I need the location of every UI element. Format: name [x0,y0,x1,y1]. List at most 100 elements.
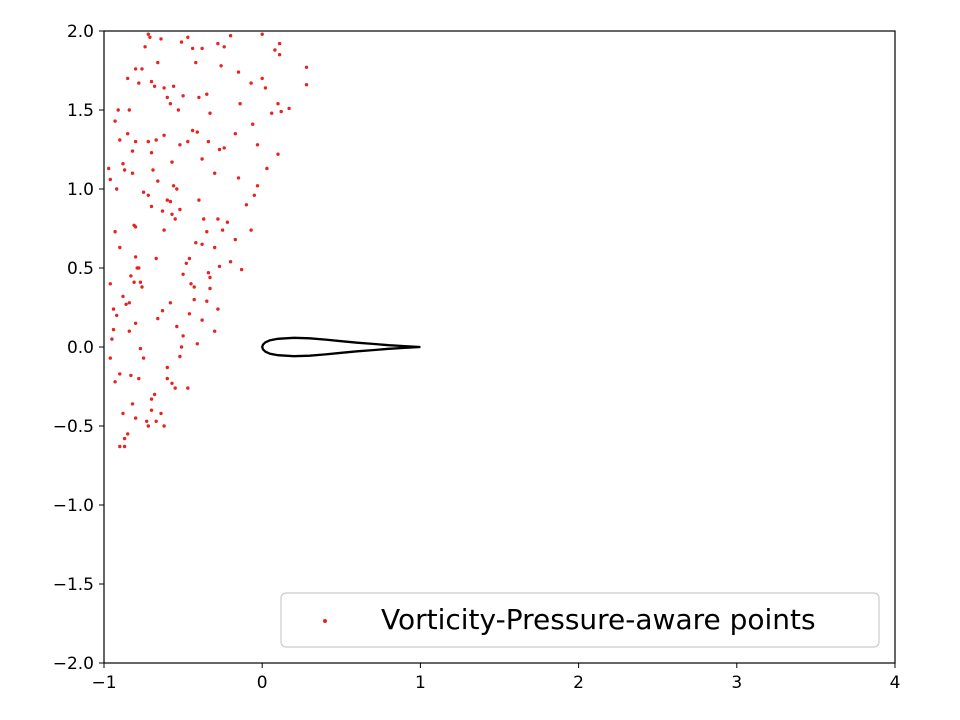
scatter-point [255,184,260,188]
scatter-point [200,46,204,51]
scatter-point [195,130,199,134]
scatter-point [197,95,201,100]
scatter-point [118,245,122,250]
scatter-point [146,193,150,197]
scatter-point [137,376,141,381]
scatter-point [107,166,111,171]
scatter-point [118,444,122,449]
scatter-point [189,282,193,286]
scatter-point [108,356,113,360]
scatter-point [228,260,233,264]
scatter-point [126,76,130,81]
x-tick-label: −1 [91,673,116,693]
scatter-point [171,184,176,188]
y-tick-label: 0.5 [67,259,94,279]
scatter-point [220,228,225,232]
x-tick-label: 2 [573,673,584,693]
scatter-point [197,198,201,202]
scatter-point [165,376,169,381]
scatter-point [225,220,230,224]
scatter-point [121,162,125,166]
legend: Vorticity-Pressure-aware points [280,592,880,648]
scatter-point [146,139,150,144]
scatter-point [137,81,141,85]
scatter-point [156,316,160,321]
scatter-point [255,143,260,147]
scatter-point [108,282,113,286]
scatter-point [213,171,217,175]
legend-marker [323,619,327,623]
scatter-point [133,225,138,229]
scatter-point [194,241,198,245]
scatter-point [121,294,125,299]
scatter-point [113,380,117,384]
y-tick-label: 1.5 [67,101,94,121]
x-axis-ticks: −1 0 1 2 3 4 [91,663,900,693]
scatter-point [149,408,154,412]
scatter-point [129,373,133,378]
y-tick-label: 0.0 [67,338,94,358]
scatter-point [152,392,157,397]
scatter-point [200,242,204,246]
scatter-point [179,40,184,44]
scatter-point [216,217,220,221]
scatter-point [236,176,241,180]
scatter-point [287,106,291,111]
scatter-point [108,177,113,182]
scatter-point [233,132,237,136]
y-tick-label: −1.5 [53,575,94,595]
scatter-point [171,84,176,89]
scatter-point [187,312,192,316]
scatter-point [113,230,117,234]
scatter-point [195,342,199,346]
scatter-point [168,102,173,106]
x-tick-label: 3 [731,673,742,693]
scatter-point [170,160,174,164]
scatter-point [249,81,253,85]
scatter-point [192,297,196,302]
x-tick-label: 0 [257,673,268,693]
scatter-point [213,329,217,333]
scatter-point [186,35,190,39]
scatter-point [138,346,143,351]
scatter-point [133,139,138,144]
scatter-point [122,436,127,441]
scatter-point [127,301,131,305]
scatter-point [132,280,136,284]
scatter-point [165,95,169,100]
scatter-point [178,354,182,359]
scatter-point [151,168,155,172]
legend-label: Vorticity-Pressure-aware points [381,603,816,636]
scatter-point [141,356,146,360]
scatter-point [222,146,226,150]
scatter-point [270,111,274,115]
scatter-point [205,299,209,303]
scatter-point [252,193,256,197]
scatter-points [107,32,309,449]
scatter-point [260,76,264,81]
scatter-point [217,147,222,152]
scatter-point [186,139,190,144]
scatter-point [187,256,192,261]
scatter-point [140,285,144,289]
scatter-point [121,411,125,416]
scatter-point [160,309,165,313]
scatter-point [194,60,198,65]
scatter-point [130,149,135,153]
scatter-point [152,84,157,89]
scatter-point [206,139,211,144]
scatter-point [277,53,282,57]
scatter-point [216,307,220,311]
scatter-point [148,35,152,39]
scatter-point [200,318,204,322]
scatter-point [115,187,119,191]
scatter-point [143,45,147,49]
scatter-point [154,138,158,142]
scatter-point [200,157,204,161]
scatter-point [154,256,158,261]
scatter-point [145,419,149,423]
scatter-point [133,321,138,325]
scatter-point [115,313,119,318]
scatter-point [122,444,127,449]
